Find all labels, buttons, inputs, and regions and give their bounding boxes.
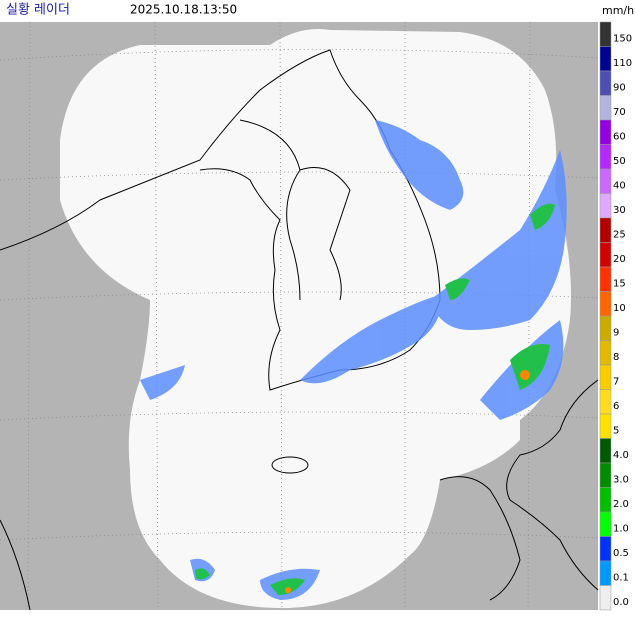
- legend-swatch: [599, 413, 612, 439]
- legend-swatch: [599, 364, 612, 390]
- timestamp: 2025.10.18.13:50: [130, 3, 237, 17]
- legend-swatch: [599, 217, 612, 243]
- legend-label: 30: [613, 205, 626, 216]
- legend-swatch: [599, 46, 612, 72]
- legend-swatch: [599, 21, 612, 47]
- legend-swatch: [599, 340, 612, 366]
- legend-swatch: [599, 438, 612, 464]
- legend-swatch: [599, 487, 612, 513]
- legend-swatch: [599, 168, 612, 194]
- legend-label: 0.0: [613, 597, 629, 608]
- legend-label: 60: [613, 131, 626, 142]
- legend-label: 10: [613, 303, 626, 314]
- legend-swatch: [599, 266, 612, 292]
- legend-label: 25: [613, 229, 626, 240]
- legend-swatch: [599, 536, 612, 562]
- legend-swatch: [599, 119, 612, 145]
- legend-label: 2.0: [613, 499, 629, 510]
- precipitation-moderate: [195, 203, 555, 595]
- precipitation-heavy: [285, 370, 530, 593]
- legend-swatch: [599, 315, 612, 341]
- graticule: [0, 21, 599, 611]
- legend-label: 7: [613, 376, 619, 387]
- legend-label: 4.0: [613, 450, 629, 461]
- legend-label: 9: [613, 327, 619, 338]
- legend-swatch: [599, 462, 612, 488]
- legend-swatch: [599, 193, 612, 219]
- legend-label: 6: [613, 401, 619, 412]
- legend-label: 1.0: [613, 523, 629, 534]
- legend-label: 20: [613, 254, 626, 265]
- coastline: [0, 49, 599, 611]
- unit: mm/h: [602, 4, 634, 17]
- legend-label: 0.5: [613, 548, 629, 559]
- title: 실황 레이더: [6, 3, 70, 18]
- legend-label: 70: [613, 107, 626, 118]
- legend-label: 90: [613, 82, 626, 93]
- legend-label: 0.1: [613, 572, 629, 583]
- legend-swatch: [599, 560, 612, 586]
- legend-label: 50: [613, 156, 626, 167]
- legend-swatch: [599, 389, 612, 415]
- legend-label: 15: [613, 278, 626, 289]
- legend-label: 150: [613, 33, 632, 44]
- legend-swatch: [599, 144, 612, 170]
- legend-swatch: [599, 70, 612, 96]
- legend-swatch: [599, 585, 612, 611]
- legend-label: 8: [613, 352, 619, 363]
- legend-label: 110: [613, 58, 632, 69]
- legend: 150 110 90 70 60 50 40 30 25 20 15 10 9 8 7 6 5 4.0 3.0 2.0…: [599, 21, 632, 611]
- legend-swatch: [599, 511, 612, 537]
- legend-label: 5: [613, 425, 619, 436]
- legend-label: 40: [613, 180, 626, 191]
- legend-swatch: [599, 242, 612, 268]
- legend-swatch: [599, 95, 612, 121]
- legend-swatch: [599, 291, 612, 317]
- map: [0, 21, 599, 611]
- legend-label: 3.0: [613, 474, 629, 485]
